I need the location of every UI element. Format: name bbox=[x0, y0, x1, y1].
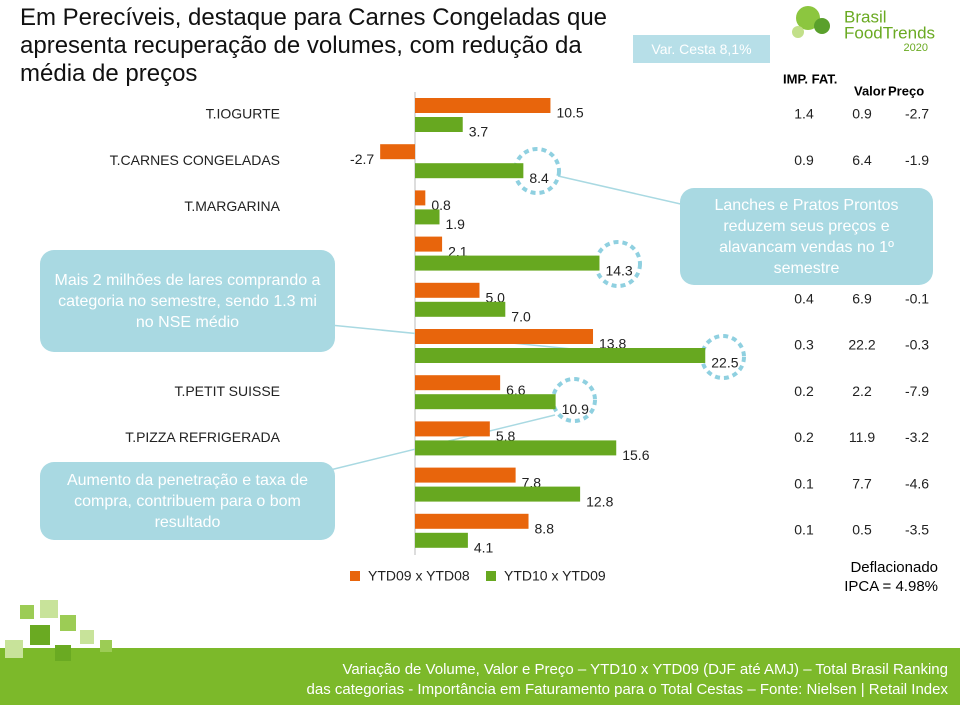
footer-text: Variação de Volume, Valor e Preço – YTD1… bbox=[342, 661, 948, 678]
value-label: 5.8 bbox=[496, 428, 516, 444]
bar bbox=[415, 394, 556, 410]
bar bbox=[415, 421, 490, 437]
table-cell: 7.7 bbox=[852, 475, 872, 491]
bar bbox=[415, 375, 501, 391]
callout: Aumento da penetração e taxa de compra, … bbox=[40, 462, 335, 540]
category-label: T.IOGURTE bbox=[206, 106, 280, 122]
category-label: T.PIZZA REFRIGERADA bbox=[125, 429, 280, 445]
bar bbox=[380, 144, 415, 160]
table-cell: -1.9 bbox=[905, 152, 929, 168]
bar bbox=[415, 532, 468, 548]
badge: Var. Cesta 8,1% bbox=[633, 35, 770, 63]
legend-label: YTD10 x YTD09 bbox=[504, 568, 606, 584]
bar bbox=[415, 98, 551, 113]
value-label: 10.5 bbox=[556, 105, 583, 121]
category-label: T.PETIT SUISSE bbox=[174, 383, 280, 399]
callout: Lanches e Pratos Prontos reduzem seus pr… bbox=[680, 188, 933, 285]
table-cell: 6.4 bbox=[852, 152, 872, 168]
note: IPCA = 4.98% bbox=[844, 578, 938, 595]
table-cell: 0.4 bbox=[794, 291, 814, 307]
value-label: 2.1 bbox=[448, 243, 468, 259]
value-label: 8.8 bbox=[535, 521, 555, 537]
category-label: T.CARNES CONGELADAS bbox=[110, 152, 280, 168]
logo-mark bbox=[792, 6, 830, 38]
value-label: 6.6 bbox=[506, 382, 526, 398]
table-cell: 6.9 bbox=[852, 291, 872, 307]
bar bbox=[415, 282, 480, 298]
logo-text: Brasil bbox=[844, 7, 887, 26]
bar bbox=[415, 236, 443, 252]
value-label: 12.8 bbox=[586, 493, 613, 509]
value-label: 8.4 bbox=[529, 170, 549, 186]
footer-band bbox=[0, 648, 960, 705]
footer-text: das categorias - Importância em Faturame… bbox=[307, 681, 949, 698]
table-cell: -2.7 bbox=[905, 106, 929, 122]
value-label: 22.5 bbox=[711, 355, 738, 371]
table-header: Preço bbox=[888, 83, 924, 98]
table-cell: 0.2 bbox=[794, 383, 814, 399]
value-label: 0.8 bbox=[431, 197, 451, 213]
note: Deflacionado bbox=[850, 559, 938, 576]
title: Em Perecíveis, destaque para Carnes Cong… bbox=[20, 4, 608, 87]
legend-label: YTD09 x YTD08 bbox=[368, 568, 470, 584]
table-cell: 0.1 bbox=[794, 475, 814, 491]
value-label: 7.0 bbox=[511, 309, 531, 325]
value-label: 5.0 bbox=[486, 290, 506, 306]
value-label: 14.3 bbox=[605, 262, 632, 278]
table-cell: -0.3 bbox=[905, 337, 929, 353]
table-cell: -4.6 bbox=[905, 475, 929, 491]
table-cell: 0.2 bbox=[794, 429, 814, 445]
table-header: IMP. FAT. bbox=[783, 71, 837, 86]
decoration bbox=[5, 600, 112, 661]
table-cell: 2.2 bbox=[852, 383, 872, 399]
bar bbox=[415, 467, 516, 483]
table-cell: 0.9 bbox=[794, 152, 814, 168]
bar bbox=[415, 163, 524, 179]
value-label: 13.8 bbox=[599, 336, 626, 352]
value-label: 15.6 bbox=[622, 447, 649, 463]
value-label: 7.8 bbox=[522, 474, 542, 490]
category-label: T.MARGARINA bbox=[184, 198, 280, 214]
table-cell: 0.1 bbox=[794, 522, 814, 538]
table-cell: -0.1 bbox=[905, 291, 929, 307]
table-header: Valor bbox=[854, 83, 886, 98]
bar bbox=[415, 190, 426, 206]
value-label: 3.7 bbox=[469, 124, 489, 140]
table-cell: 0.5 bbox=[852, 522, 872, 538]
value-label: 4.1 bbox=[474, 540, 494, 556]
bar bbox=[415, 440, 617, 456]
bar bbox=[415, 486, 581, 502]
table-cell: 1.4 bbox=[794, 106, 814, 122]
table-cell: 0.9 bbox=[852, 106, 872, 122]
bar bbox=[415, 117, 463, 132]
logo-text: 2020 bbox=[904, 42, 928, 54]
bar bbox=[415, 255, 600, 271]
table-cell: 0.3 bbox=[794, 337, 814, 353]
legend-swatch bbox=[350, 571, 360, 581]
table-cell: -3.5 bbox=[905, 522, 929, 538]
legend-swatch bbox=[486, 571, 496, 581]
value-label: 10.9 bbox=[562, 401, 589, 417]
bar bbox=[415, 209, 440, 225]
value-label: -2.7 bbox=[350, 151, 374, 167]
table-cell: -7.9 bbox=[905, 383, 929, 399]
value-label: 1.9 bbox=[446, 216, 466, 232]
bar bbox=[415, 348, 706, 363]
table-cell: 22.2 bbox=[848, 337, 875, 353]
bar bbox=[415, 513, 529, 529]
bar bbox=[415, 301, 506, 317]
table-cell: 11.9 bbox=[849, 429, 875, 445]
table-cell: -3.2 bbox=[905, 429, 929, 445]
callout: Mais 2 milhões de lares comprando a cate… bbox=[40, 250, 335, 352]
bar bbox=[415, 329, 594, 344]
logo-text: FoodTrends bbox=[844, 23, 935, 42]
